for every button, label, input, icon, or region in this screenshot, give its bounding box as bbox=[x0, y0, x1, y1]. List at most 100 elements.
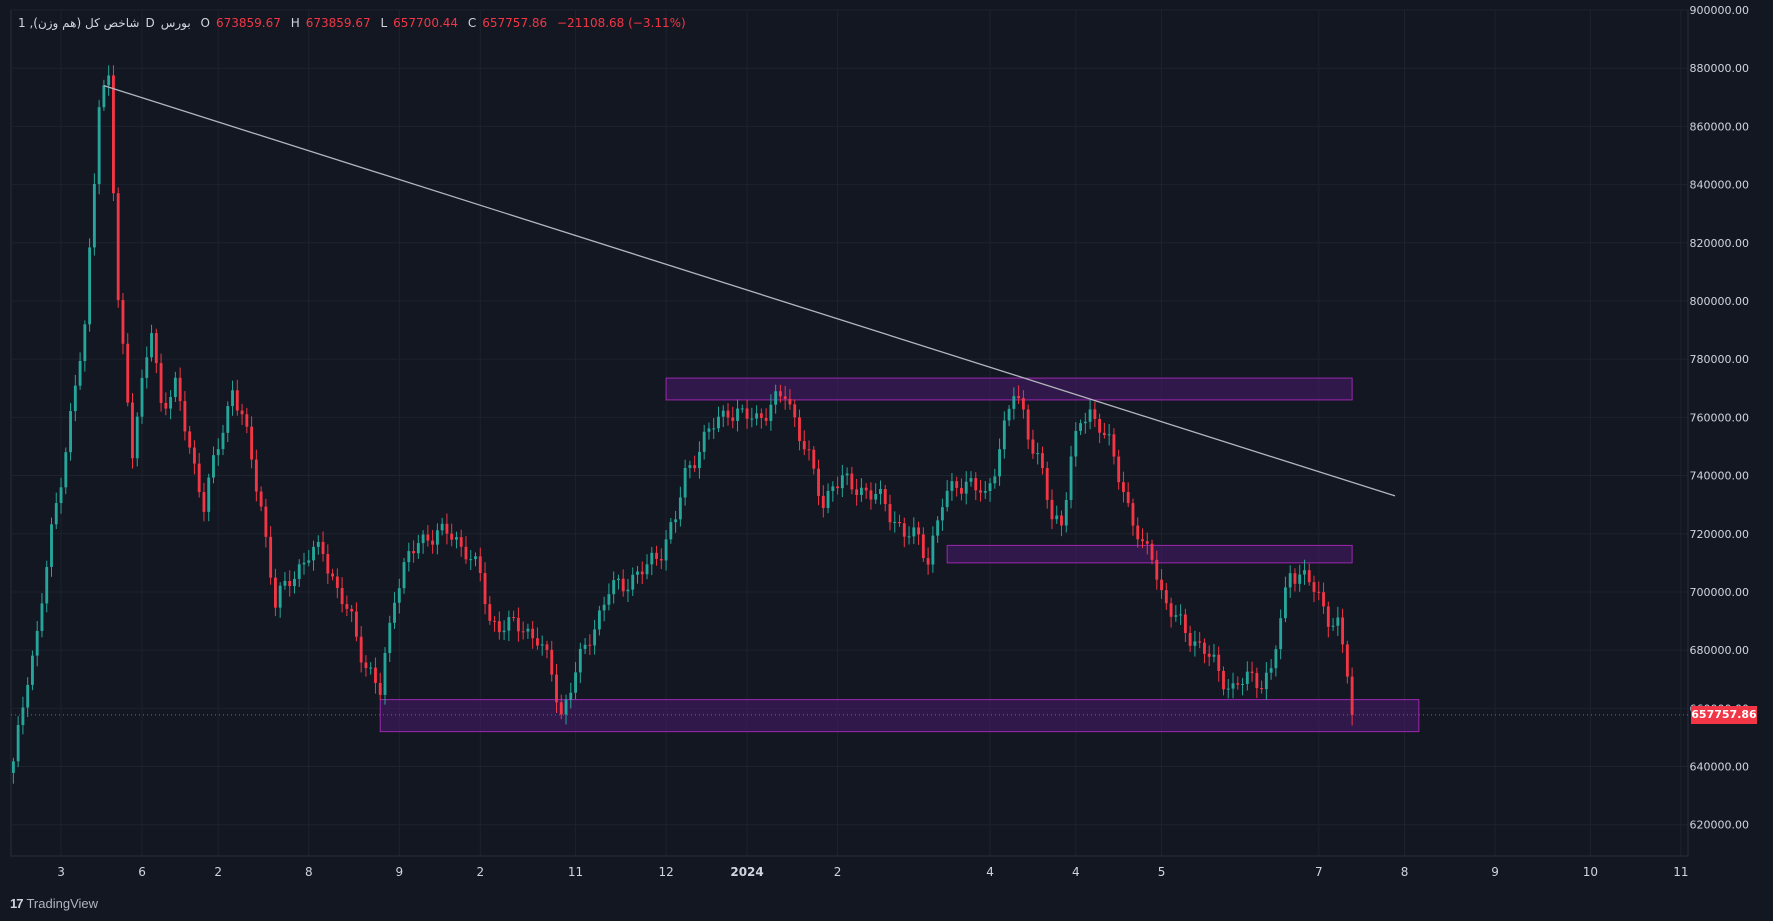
candle-up bbox=[831, 486, 835, 492]
candle-up bbox=[712, 428, 716, 430]
candle-down bbox=[817, 468, 820, 496]
x-axis-tick-label: 2 bbox=[834, 865, 842, 879]
candle-down bbox=[1183, 614, 1187, 633]
candle-up bbox=[226, 406, 230, 433]
support-resistance-zone bbox=[946, 544, 1353, 564]
candle-down bbox=[1017, 396, 1021, 399]
candle-down bbox=[1203, 642, 1206, 654]
candle-up bbox=[435, 530, 439, 545]
candle-down bbox=[1317, 591, 1321, 593]
candle-down bbox=[431, 540, 435, 545]
candle-up bbox=[740, 408, 744, 410]
x-axis-tick-label: 3 bbox=[57, 865, 65, 879]
x-axis-tick-label: 8 bbox=[305, 865, 313, 879]
candle-down bbox=[1093, 409, 1097, 419]
candle-down bbox=[1150, 543, 1154, 560]
candle-down bbox=[726, 410, 730, 418]
candle-down bbox=[1307, 570, 1311, 583]
candle-up bbox=[688, 465, 692, 468]
candle-up bbox=[936, 520, 940, 536]
candle-down bbox=[1169, 603, 1173, 617]
candle-down bbox=[269, 536, 273, 578]
candle-down bbox=[864, 487, 868, 491]
candle-down bbox=[1045, 468, 1049, 500]
candle-down bbox=[917, 527, 921, 535]
candle-up bbox=[145, 357, 149, 378]
candle-up bbox=[369, 667, 373, 669]
candle-up bbox=[407, 551, 411, 563]
x-axis-tick-label: 11 bbox=[1673, 865, 1688, 879]
candle-down bbox=[902, 523, 906, 537]
candle-down bbox=[798, 417, 801, 442]
legend-exchange: بورس bbox=[160, 16, 191, 30]
candle-up bbox=[1231, 683, 1235, 689]
candle-up bbox=[1226, 688, 1230, 690]
candle-down bbox=[1102, 432, 1106, 435]
candle-up bbox=[1269, 668, 1273, 673]
legend-symbol[interactable]: 1 ,(هم وزن) شاخص کل bbox=[18, 16, 140, 30]
candle-up bbox=[207, 477, 211, 512]
candle-down bbox=[359, 636, 363, 663]
candle-down bbox=[783, 396, 787, 399]
candle-down bbox=[131, 402, 134, 459]
candle-up bbox=[40, 603, 44, 631]
candle-down bbox=[335, 576, 339, 588]
candle-up bbox=[92, 183, 96, 248]
y-axis-tick-label: 700000.00 bbox=[1690, 586, 1750, 599]
current-price-tag: 657757.86 bbox=[1691, 705, 1757, 724]
y-axis-tick-label: 880000.00 bbox=[1690, 62, 1750, 75]
candle-up bbox=[507, 617, 511, 631]
candle-down bbox=[693, 465, 697, 469]
candle-up bbox=[969, 478, 973, 482]
candle-down bbox=[655, 552, 658, 560]
candle-up bbox=[11, 761, 15, 773]
candle-down bbox=[1322, 592, 1325, 607]
y-axis-tick-label: 840000.00 bbox=[1690, 179, 1750, 192]
candle-up bbox=[26, 684, 30, 708]
candle-down bbox=[192, 447, 196, 464]
candle-up bbox=[721, 410, 725, 417]
candle-down bbox=[1250, 671, 1254, 674]
candle-down bbox=[821, 495, 825, 508]
candle-up bbox=[31, 655, 34, 685]
candle-up bbox=[1002, 420, 1006, 450]
candle-down bbox=[1207, 653, 1211, 657]
candle-up bbox=[750, 418, 754, 420]
x-axis-tick-label: 2024 bbox=[730, 865, 763, 879]
candle-up bbox=[474, 556, 477, 560]
candle-up bbox=[617, 578, 620, 581]
candle-down bbox=[1131, 503, 1135, 526]
candle-down bbox=[855, 489, 859, 496]
candle-down bbox=[559, 702, 563, 715]
candle-down bbox=[121, 300, 125, 344]
candle-up bbox=[774, 391, 778, 405]
candle-up bbox=[16, 725, 20, 762]
candle-up bbox=[307, 560, 311, 563]
candle-down bbox=[488, 604, 492, 621]
candle-down bbox=[836, 486, 840, 489]
candle-up bbox=[1336, 617, 1340, 626]
y-axis-tick-label: 640000.00 bbox=[1690, 761, 1750, 774]
candle-down bbox=[1164, 590, 1168, 604]
candle-down bbox=[1136, 525, 1140, 540]
candle-up bbox=[998, 449, 1002, 477]
candle-down bbox=[555, 674, 558, 703]
candle-down bbox=[850, 473, 854, 490]
candle-up bbox=[1331, 625, 1335, 627]
candle-down bbox=[1345, 644, 1349, 677]
candle-up bbox=[1064, 500, 1068, 526]
tradingview-branding[interactable]: 17 TradingView bbox=[10, 896, 98, 911]
candle-up bbox=[316, 541, 320, 547]
candle-up bbox=[1274, 649, 1278, 669]
candle-down bbox=[960, 487, 963, 494]
candle-down bbox=[464, 546, 468, 560]
candle-down bbox=[350, 608, 354, 612]
candle-up bbox=[78, 361, 82, 386]
candle-down bbox=[731, 417, 735, 421]
candle-up bbox=[73, 385, 77, 412]
candle-down bbox=[1060, 515, 1063, 526]
candle-up bbox=[626, 589, 630, 592]
candle-up bbox=[1012, 396, 1016, 409]
